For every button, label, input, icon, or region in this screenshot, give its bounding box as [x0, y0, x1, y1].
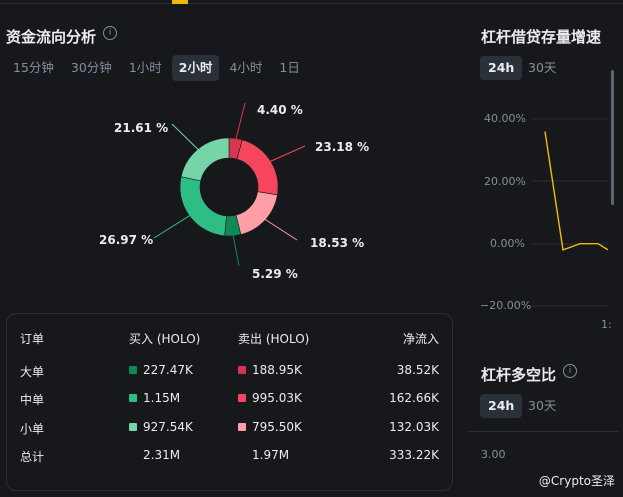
sell-value: 188.95K [252, 363, 302, 377]
sell-cell: 995.03K [238, 391, 302, 405]
row-type: 中单 [20, 393, 45, 407]
leader-line-small-sell [261, 217, 298, 241]
col-header-buy: 买入 (HOLO) [129, 332, 201, 346]
margin-growth-tab-30d[interactable]: 30天 [528, 60, 557, 75]
col-header-order: 订单 [20, 332, 45, 346]
row-type: 总计 [20, 450, 45, 464]
watermark: @Crypto圣泽 [538, 474, 615, 488]
net-value: 38.52K [396, 363, 439, 377]
timeframe-30m[interactable]: 30分钟 [70, 60, 112, 75]
leader-line-medium-sell [266, 145, 306, 164]
timeframe-15m[interactable]: 15分钟 [13, 60, 54, 75]
sell-value: 795.50K [252, 420, 302, 434]
leader-line-large-sell [234, 102, 246, 143]
sell-color-marker [238, 366, 246, 374]
y-tick-label: 3.00 [481, 448, 506, 461]
buy-value: 227.47K [143, 363, 193, 377]
sell-value: 1.97M [252, 448, 290, 462]
order-flow-table: 订单 买入 (HOLO) 卖出 (HOLO) 净流入 大单 227.47K 18… [6, 313, 453, 491]
y-tick-label: 0.00% [490, 237, 525, 250]
buy-color-marker [129, 366, 137, 374]
margin-growth-tab-24h[interactable]: 24h [480, 56, 523, 80]
row-type: 小单 [20, 422, 45, 436]
timeframe-2h[interactable]: 2小时 [171, 55, 220, 81]
sell-cell: 795.50K [238, 420, 302, 434]
buy-value: 2.31M [143, 448, 181, 462]
margin-growth-line-chart [532, 118, 609, 307]
buy-cell: 227.47K [129, 363, 193, 377]
info-icon[interactable]: i [103, 26, 117, 40]
buy-value: 927.54K [143, 420, 193, 434]
pct-label-small-buy: 21.61 % [114, 121, 169, 135]
x-tick-label: 1: [601, 318, 612, 331]
net-value: 132.03K [389, 420, 439, 434]
sell-color-marker [238, 423, 246, 431]
row-type: 大单 [20, 365, 45, 379]
timeframe-1h[interactable]: 1小时 [128, 60, 162, 75]
long-short-tab-30d[interactable]: 30天 [528, 398, 557, 413]
pct-label-large-buy: 5.29 % [252, 267, 298, 281]
net-value: 162.66K [389, 391, 439, 405]
tab-indicator [172, 0, 188, 4]
y-tick-label: −20.00% [480, 299, 532, 312]
growth-series-line [544, 131, 609, 251]
long-short-title: 杠杆多空比 [481, 366, 557, 384]
flow-donut-chart [153, 102, 306, 267]
col-header-net: 净流入 [402, 332, 439, 346]
leader-line-small-buy [171, 123, 202, 153]
timeframe-1d[interactable]: 1日 [279, 60, 300, 75]
buy-color-marker [129, 423, 137, 431]
y-tick-label: 40.00% [484, 112, 526, 125]
buy-cell: 927.54K [129, 420, 193, 434]
leader-line-medium-buy [153, 213, 194, 239]
y-tick-label: 20.00% [484, 175, 526, 188]
buy-cell: 1.15M [129, 391, 180, 405]
info-icon[interactable]: i [563, 364, 577, 378]
buy-color-marker [129, 394, 137, 402]
sell-value: 995.03K [252, 391, 302, 405]
top-divider [0, 3, 623, 4]
leader-line-large-buy [231, 231, 240, 267]
buy-value: 1.15M [143, 391, 181, 405]
pct-label-small-sell: 18.53 % [310, 236, 365, 250]
timeframe-4h[interactable]: 4小时 [229, 60, 263, 75]
long-short-tab-24h[interactable]: 24h [480, 394, 523, 418]
col-header-sell: 卖出 (HOLO) [238, 332, 310, 346]
net-value: 333.22K [389, 448, 439, 462]
sell-color-marker [238, 394, 246, 402]
scrollbar-thumb[interactable] [611, 70, 614, 205]
donut-slice-small-buy [180, 137, 230, 182]
margin-growth-title: 杠杆借贷存量增速 [481, 28, 602, 46]
pct-label-medium-buy: 26.97 % [99, 233, 154, 247]
sell-cell: 188.95K [238, 363, 302, 377]
section-divider [468, 431, 618, 432]
pct-label-medium-sell: 23.18 % [315, 140, 370, 154]
capital-flow-title: 资金流向分析 [6, 28, 97, 46]
pct-label-large-sell: 4.40 % [257, 103, 303, 117]
timeframe-selector: 15分钟 30分钟 1小时 2小时 4小时 1日 [6, 55, 310, 81]
